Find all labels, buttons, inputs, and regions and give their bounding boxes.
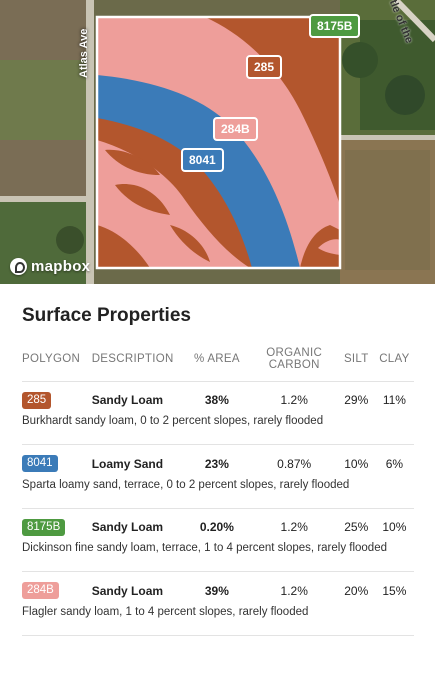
- area-cell: 23%: [204, 456, 229, 471]
- soil-detail-text: Sparta loamy sand, terrace, 0 to 2 perce…: [22, 472, 414, 509]
- soil-detail-text: Dickinson fine sandy loam, terrace, 1 to…: [22, 536, 414, 572]
- surface-properties-table: POLYGON DESCRIPTION % AREA ORGANIC CARBO…: [22, 337, 414, 636]
- map-badge-8175b[interactable]: 8175B: [309, 14, 361, 38]
- table-row[interactable]: 285 Sandy Loam 38% 1.2% 29% 11%: [22, 381, 414, 409]
- table-row-detail: Flagler sandy loam, 1 to 4 percent slope…: [22, 599, 414, 636]
- table-row-detail: Sparta loamy sand, terrace, 0 to 2 perce…: [22, 472, 414, 509]
- soil-detail-text: Flagler sandy loam, 1 to 4 percent slope…: [22, 599, 414, 636]
- table-header-row: POLYGON DESCRIPTION % AREA ORGANIC CARBO…: [22, 337, 414, 382]
- soil-map[interactable]: Atlas Ave tle of the 8175B 285 284B 8041…: [0, 0, 435, 284]
- header-clay: CLAY: [374, 337, 414, 382]
- polygon-badge[interactable]: 8175B: [22, 518, 66, 536]
- clay-cell: 15%: [382, 583, 407, 598]
- polygon-badge[interactable]: 8041: [22, 455, 58, 473]
- polygon-badge[interactable]: 284B: [22, 582, 59, 600]
- header-area: % AREA: [183, 337, 251, 382]
- clay-cell: 11%: [382, 393, 406, 408]
- soil-detail-text: Burkhardt sandy loam, 0 to 2 percent slo…: [22, 409, 414, 445]
- area-cell: 0.20%: [199, 520, 234, 535]
- map-badge-284b[interactable]: 284B: [213, 117, 258, 141]
- table-row[interactable]: 284B Sandy Loam 39% 1.2% 20% 15%: [22, 572, 414, 600]
- organic-carbon-cell: 1.2%: [280, 393, 308, 408]
- polygon-badge[interactable]: 285: [22, 391, 52, 409]
- area-cell: 39%: [204, 583, 229, 598]
- map-badge-8041[interactable]: 8041: [181, 148, 224, 172]
- field-polygon[interactable]: [95, 15, 342, 270]
- area-cell: 38%: [204, 393, 229, 408]
- organic-carbon-cell: 0.87%: [277, 456, 312, 471]
- header-description: DESCRIPTION: [91, 337, 184, 382]
- header-polygon: POLYGON: [22, 337, 92, 382]
- description-cell: Loamy Sand: [91, 456, 164, 471]
- header-silt: SILT: [337, 337, 375, 382]
- map-badge-285[interactable]: 285: [246, 55, 283, 79]
- organic-carbon-cell: 1.2%: [280, 520, 308, 535]
- mapbox-wordmark: mapbox: [31, 258, 91, 275]
- clay-cell: 6%: [385, 456, 404, 471]
- section-title: Surface Properties: [22, 305, 191, 326]
- silt-cell: 25%: [344, 520, 369, 535]
- table-row[interactable]: 8041 Loamy Sand 23% 0.87% 10% 6%: [22, 445, 414, 473]
- description-cell: Sandy Loam: [91, 520, 164, 535]
- clay-cell: 10%: [382, 520, 407, 535]
- silt-cell: 29%: [344, 393, 369, 408]
- description-cell: Sandy Loam: [91, 393, 164, 408]
- silt-cell: 20%: [344, 583, 369, 598]
- road-atlas-ave: [86, 0, 94, 284]
- table-row-detail: Dickinson fine sandy loam, terrace, 1 to…: [22, 536, 414, 572]
- road-label-atlas-ave: Atlas Ave: [78, 28, 90, 78]
- header-organic-carbon: ORGANIC CARBON: [250, 337, 338, 382]
- description-cell: Sandy Loam: [91, 583, 164, 598]
- map-canvas: [0, 0, 435, 284]
- mapbox-logo[interactable]: mapbox: [10, 258, 90, 275]
- table-row[interactable]: 8175B Sandy Loam 0.20% 1.2% 25% 10%: [22, 508, 414, 536]
- table-row-detail: Burkhardt sandy loam, 0 to 2 percent slo…: [22, 409, 414, 445]
- organic-carbon-cell: 1.2%: [280, 583, 308, 598]
- silt-cell: 10%: [344, 456, 369, 471]
- mapbox-icon: [10, 258, 27, 275]
